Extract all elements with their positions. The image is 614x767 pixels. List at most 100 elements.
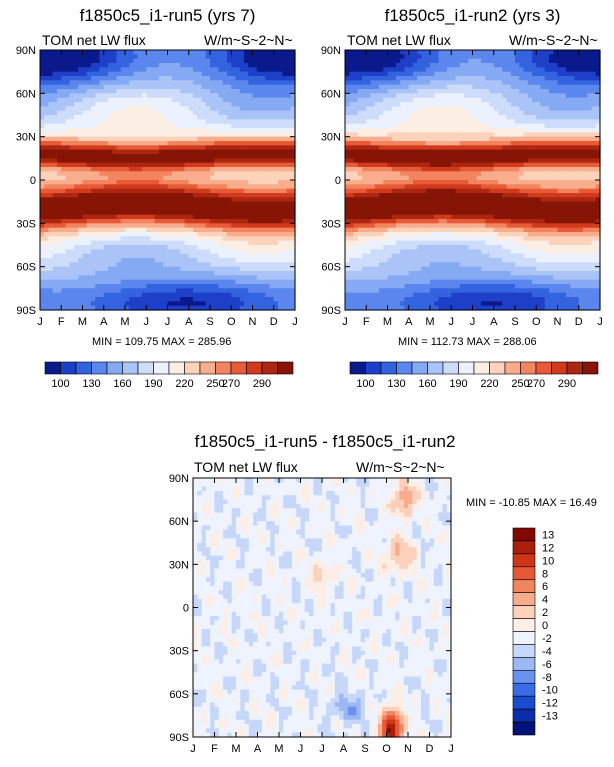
y-tick-label: 0 xyxy=(30,175,36,187)
contour-cell xyxy=(248,284,254,289)
contour-cell xyxy=(86,158,92,164)
contour-cell xyxy=(197,76,203,81)
contour-cell xyxy=(180,188,186,194)
contour-cell xyxy=(188,262,194,268)
contour-cell xyxy=(74,236,79,242)
x-tick-label: M xyxy=(78,316,87,328)
contour-cell xyxy=(86,175,92,181)
contour-cell xyxy=(137,210,143,216)
contour-cell xyxy=(282,123,288,129)
contour-cell xyxy=(142,119,147,125)
contour-cell xyxy=(252,171,258,177)
contour-cell xyxy=(227,115,232,120)
contour-cell xyxy=(133,119,139,125)
contour-cell xyxy=(278,223,283,229)
contour-cell xyxy=(120,119,126,125)
contour-cell xyxy=(57,128,62,133)
contour-cell xyxy=(290,279,296,285)
contour-cell xyxy=(244,245,249,250)
contour-cell xyxy=(188,180,194,185)
contour-cell xyxy=(527,63,533,68)
contour-cell xyxy=(459,123,465,129)
contour-cell xyxy=(95,232,101,237)
contour-cell xyxy=(498,76,503,81)
contour-cell xyxy=(176,128,181,133)
contour-cell xyxy=(227,262,232,268)
contour-cell xyxy=(357,84,363,90)
contour-cell xyxy=(52,193,58,198)
contour-cell xyxy=(91,110,96,116)
contour-cell xyxy=(519,58,525,64)
contour-cell xyxy=(197,223,203,229)
contour-cell xyxy=(214,54,220,60)
contour-cell xyxy=(137,50,143,55)
contour-cell xyxy=(244,97,249,103)
contour-cell xyxy=(86,279,92,285)
contour-cell xyxy=(184,292,190,298)
contour-cell xyxy=(201,106,207,112)
contour-cell xyxy=(290,206,296,211)
contour-cell xyxy=(61,128,67,133)
contour-cell xyxy=(235,210,241,216)
contour-cell xyxy=(167,54,173,60)
contour-cell xyxy=(396,89,401,94)
contour-cell xyxy=(103,279,109,285)
contour-cell xyxy=(434,50,440,55)
contour-cell xyxy=(379,76,384,81)
contour-cell xyxy=(282,236,288,242)
contour-cell xyxy=(510,76,516,81)
contour-cell xyxy=(248,154,254,159)
contour-cell xyxy=(290,292,296,298)
contour-cell xyxy=(366,102,372,107)
contour-cell xyxy=(366,58,372,64)
contour-cell xyxy=(57,275,62,281)
contour-cell xyxy=(391,110,397,116)
contour-cell xyxy=(82,167,88,172)
contour-cell xyxy=(269,175,275,181)
contour-cell xyxy=(222,258,228,263)
contour-cell xyxy=(69,115,75,120)
contour-cell xyxy=(256,184,262,190)
contour-cell xyxy=(265,149,271,155)
contour-cell xyxy=(69,154,75,159)
contour-cell xyxy=(370,80,376,86)
contour-cell xyxy=(65,171,71,177)
contour-cell xyxy=(210,97,215,103)
contour-cell xyxy=(587,132,593,138)
contour-cell xyxy=(235,145,241,151)
contour-cell xyxy=(235,63,241,68)
x-tick-label: D xyxy=(270,316,278,328)
contour-cell xyxy=(48,245,54,250)
contour-cell xyxy=(171,197,177,203)
contour-cell xyxy=(91,128,96,133)
contour-cell xyxy=(476,115,482,120)
contour-cell xyxy=(506,84,512,90)
contour-cell xyxy=(180,141,186,146)
contour-cell xyxy=(408,84,414,90)
contour-cell xyxy=(52,141,58,146)
contour-cell xyxy=(425,136,431,142)
contour-cell xyxy=(387,89,393,94)
contour-cell xyxy=(201,232,207,237)
contour-cell xyxy=(120,249,126,255)
contour-cell xyxy=(146,97,152,103)
contour-cell xyxy=(52,236,58,242)
contour-cell xyxy=(65,102,71,107)
contour-cell xyxy=(239,188,245,194)
contour-cell xyxy=(591,63,597,68)
contour-cell xyxy=(65,93,71,99)
contour-cell xyxy=(248,210,254,216)
contour-cell xyxy=(256,245,262,250)
contour-cell xyxy=(210,305,215,311)
contour-cell xyxy=(459,93,465,99)
contour-cell xyxy=(82,106,88,112)
contour-cell xyxy=(197,136,203,142)
contour-cell xyxy=(417,63,423,68)
colorbar-swatch xyxy=(230,361,247,375)
contour-cell xyxy=(180,67,186,73)
contour-cell xyxy=(222,110,228,116)
contour-cell xyxy=(112,301,118,307)
contour-cell xyxy=(374,106,380,112)
contour-cell xyxy=(434,136,440,142)
contour-cell xyxy=(425,63,431,68)
